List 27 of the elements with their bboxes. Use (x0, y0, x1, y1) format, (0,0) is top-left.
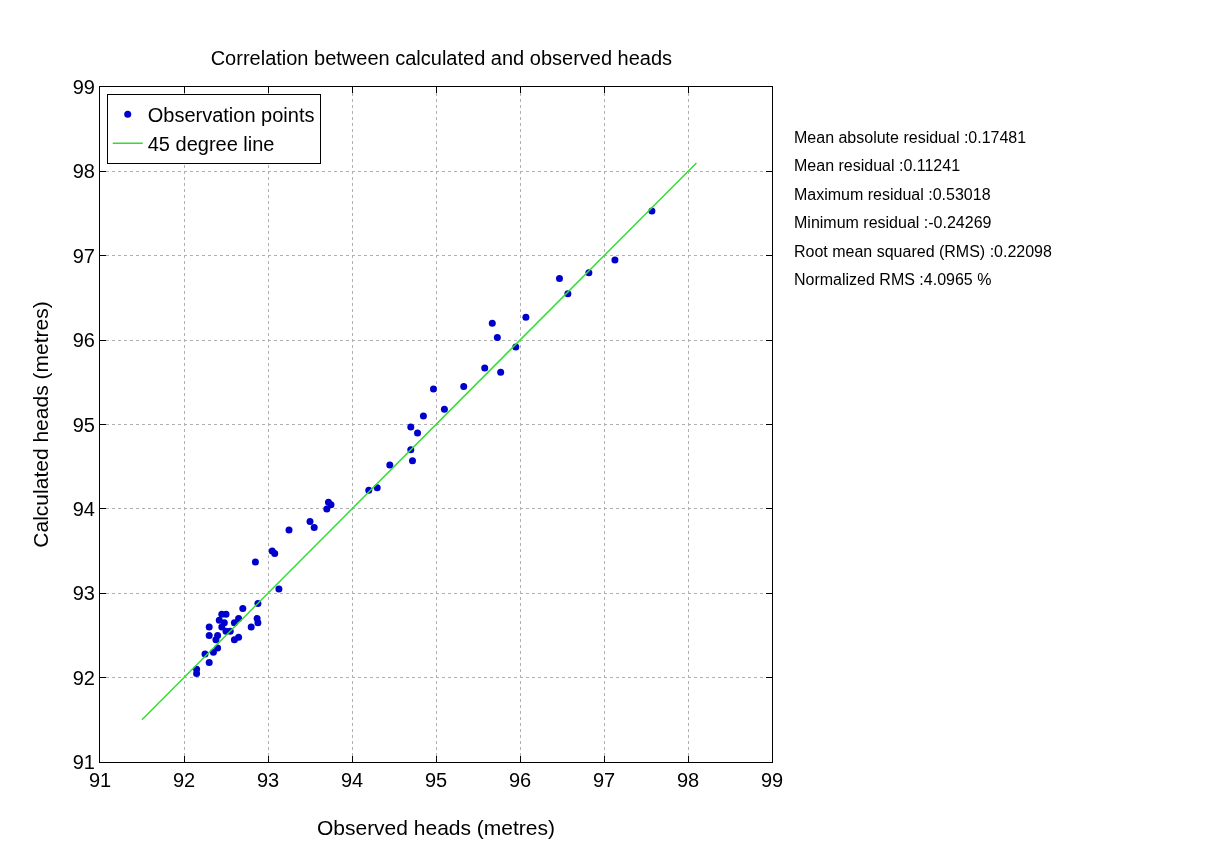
text: Minimum residual :-0.24269 (794, 214, 992, 231)
x-tick-label: 98 (676, 769, 700, 791)
y-tick-label: 96 (72, 329, 95, 352)
text: Maximum residual :0.53018 (794, 186, 991, 203)
text: Mean absolute residual :0.17481 (794, 129, 1027, 146)
y-tick-label: 92 (72, 666, 95, 689)
y-axis-title: Calculated heads (metres) (29, 301, 52, 548)
legend-label: 45 degree line (147, 133, 275, 156)
x-tick-label: 97 (592, 769, 616, 791)
chart-title: Correlation between calculated and observed heads (210, 47, 673, 70)
text: Mean residual :0.11241 (794, 157, 961, 174)
y-tick-label: 95 (72, 413, 95, 436)
x-tick-label: 92 (172, 769, 196, 791)
y-tick-label: 97 (72, 244, 95, 267)
x-tick-label: 96 (508, 769, 532, 791)
y-tick-label: 98 (72, 160, 95, 183)
y-tick-label: 93 (72, 582, 95, 605)
y-tick-label: 94 (72, 497, 95, 520)
text: Normalized RMS :4.0965 % (794, 271, 992, 288)
y-tick-label: 99 (72, 76, 95, 98)
x-tick-label: 99 (760, 769, 784, 791)
x-axis-title: Observed heads (metres) (316, 816, 556, 839)
x-tick-label: 94 (340, 769, 364, 791)
legend-label: Observation points (147, 104, 315, 127)
x-tick-label: 95 (424, 769, 448, 791)
x-tick-label: 93 (256, 769, 280, 791)
text: Root mean squared (RMS) :0.22098 (794, 243, 1053, 260)
